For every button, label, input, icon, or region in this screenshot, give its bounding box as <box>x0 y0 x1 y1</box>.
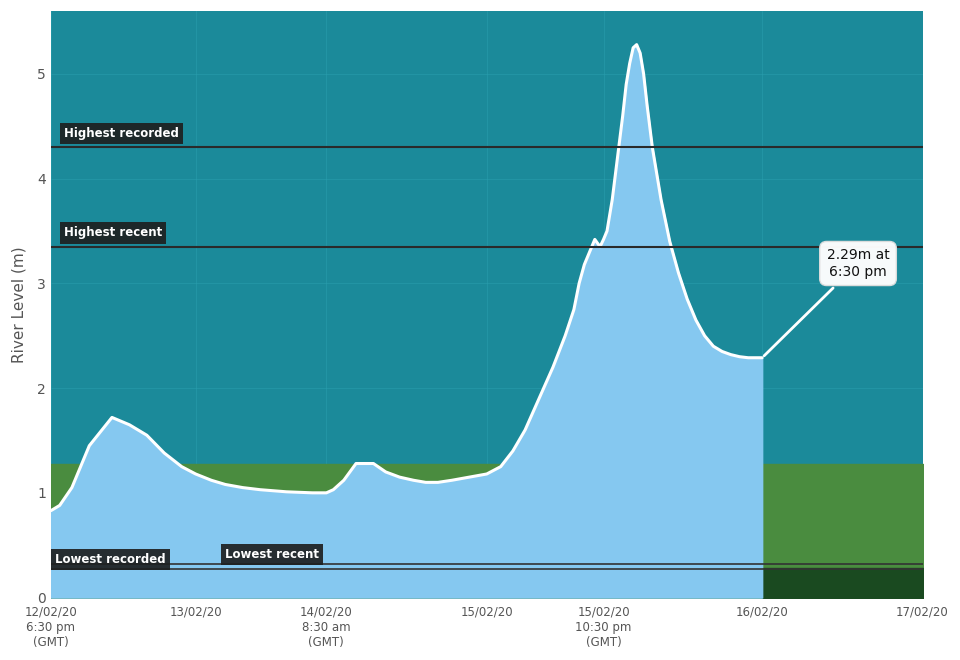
Text: Highest recent: Highest recent <box>64 226 162 240</box>
Text: Lowest recorded: Lowest recorded <box>56 553 166 566</box>
Y-axis label: River Level (m): River Level (m) <box>12 246 26 362</box>
Text: 2.29m at
6:30 pm: 2.29m at 6:30 pm <box>764 248 889 356</box>
Text: Lowest recent: Lowest recent <box>226 548 320 561</box>
Text: Highest recorded: Highest recorded <box>64 127 179 140</box>
